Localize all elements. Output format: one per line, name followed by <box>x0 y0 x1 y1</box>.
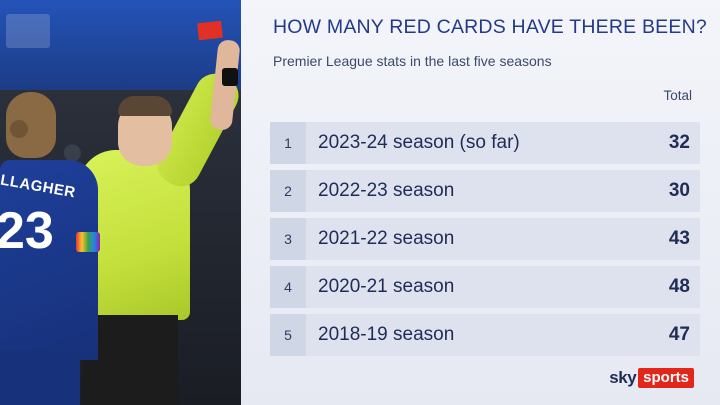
row-rank: 2 <box>270 170 306 212</box>
row-total: 30 <box>668 180 690 201</box>
row-season: 2023-24 season (so far) <box>318 132 520 153</box>
row-season: 2018-19 season <box>318 324 455 345</box>
referee-shorts <box>82 315 178 405</box>
row-total: 32 <box>668 132 690 153</box>
season-row: 4 2020-21 season 48 <box>270 266 700 308</box>
logo-sky-text: sky <box>609 368 637 387</box>
player-shirt <box>0 160 98 360</box>
sky-sports-logo: sky sports <box>609 367 694 389</box>
season-row: 5 2018-19 season 47 <box>270 314 700 356</box>
row-season: 2020-21 season <box>318 276 455 297</box>
captain-armband <box>76 232 100 252</box>
season-row: 2 2022-23 season 30 <box>270 170 700 212</box>
red-card <box>197 20 223 41</box>
row-season: 2021-22 season <box>318 228 455 249</box>
graphic-title: HOW MANY RED CARDS HAVE THERE BEEN? <box>273 16 707 38</box>
row-rank: 5 <box>270 314 306 356</box>
row-total: 47 <box>668 324 690 345</box>
row-rank: 4 <box>270 266 306 308</box>
logo-sports-text: sports <box>638 368 694 388</box>
player-shorts <box>0 350 80 405</box>
season-row: 3 2021-22 season 43 <box>270 218 700 260</box>
season-table: 1 2023-24 season (so far) 32 2 2022-23 s… <box>270 122 700 362</box>
referee-hair <box>118 96 172 116</box>
row-season: 2022-23 season <box>318 180 455 201</box>
referee-watch <box>222 68 238 86</box>
row-total: 43 <box>668 228 690 249</box>
stadium-stand <box>0 0 241 90</box>
stats-panel: HOW MANY RED CARDS HAVE THERE BEEN? Prem… <box>241 0 720 405</box>
player-shirt-number: 23 <box>0 202 54 260</box>
row-total: 48 <box>668 276 690 297</box>
stand-signage <box>6 14 50 48</box>
row-rank: 1 <box>270 122 306 164</box>
row-rank: 3 <box>270 218 306 260</box>
season-row: 1 2023-24 season (so far) 32 <box>270 122 700 164</box>
graphic-subtitle: Premier League stats in the last five se… <box>273 53 552 69</box>
total-column-header: Total <box>663 88 692 103</box>
player-hair-bun <box>10 120 28 138</box>
referee-photo: LLAGHER 23 <box>0 0 241 405</box>
